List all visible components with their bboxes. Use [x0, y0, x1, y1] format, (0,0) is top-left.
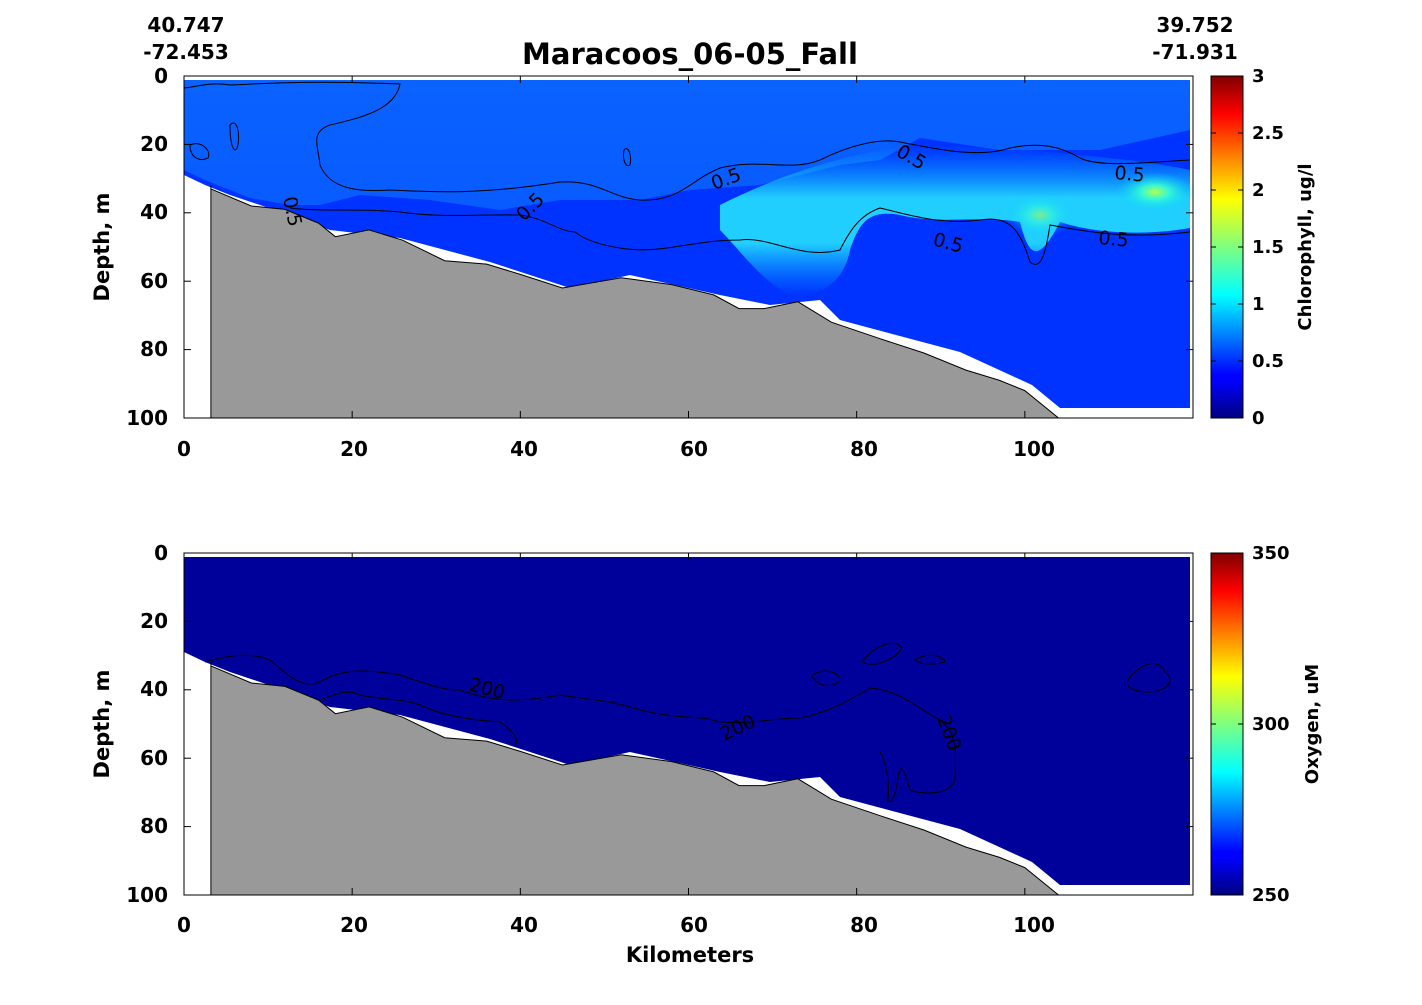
chlorophyll-maximum-core	[1115, 172, 1193, 212]
y-tick-label: 20	[140, 609, 168, 633]
y-tick-label: 60	[140, 269, 168, 293]
colorbar-tick-label: 0.5	[1252, 351, 1284, 372]
x-tick-label: 40	[510, 913, 538, 937]
y-tick-label: 40	[140, 200, 168, 224]
x-axis-title: Kilometers	[626, 943, 754, 967]
y-tick-label: 0	[154, 541, 168, 565]
x-tick-label: 20	[340, 437, 368, 461]
end-latitude: 39.752	[1156, 13, 1233, 37]
chlorophyll-colorbar-ticks	[1211, 132, 1243, 362]
chlorophyll-panel: 0.5 0.5 0.5 0.5 0.5 0.5 0.5 0 20 40 60 8…	[90, 64, 1316, 461]
y-tick-label: 80	[140, 337, 168, 361]
chlorophyll-contour-0.5-blob3	[189, 143, 210, 160]
colorbar-tick-label: 350	[1252, 543, 1290, 564]
chlorophyll-contour-label: 0.5	[1098, 227, 1130, 252]
start-longitude: -72.453	[143, 40, 228, 64]
oxygen-field	[184, 553, 1193, 895]
chlorophyll-contour-label: 0.5	[1114, 162, 1146, 187]
x-tick-label: 60	[680, 913, 708, 937]
oxygen-contour-200-blob4	[811, 670, 841, 686]
x-tick-label: 0	[177, 913, 191, 937]
oxygen-data-region	[184, 557, 1190, 885]
y-tick-label: 40	[140, 677, 168, 701]
chart-title: Maracoos_06-05_Fall	[522, 37, 858, 71]
y-axis-title: Depth, m	[90, 193, 114, 302]
x-tick-label: 100	[1013, 913, 1055, 937]
colorbar-tick-label: 3	[1252, 66, 1265, 87]
colorbar-tick-label: 300	[1252, 714, 1290, 735]
oxygen-contour-200-blob2	[914, 654, 946, 665]
chlorophyll-contour-0.5-lower	[289, 207, 1191, 265]
oxygen-colorbar	[1210, 552, 1244, 896]
y-tick-label: 100	[126, 883, 168, 907]
chlorophyll-seafloor	[210, 185, 1059, 418]
chlorophyll-field	[184, 76, 1193, 418]
colorbar-tick-label: 1.5	[1252, 237, 1284, 258]
colorbar-tick-label: 2.5	[1252, 123, 1284, 144]
oxygen-contour-200-blob3	[1126, 663, 1171, 693]
oxygen-contour-200-blob1	[861, 643, 903, 665]
x-tick-label: 80	[850, 437, 878, 461]
chlorophyll-contour-0.5-blob1	[229, 122, 239, 151]
y-tick-label: 20	[140, 132, 168, 156]
colorbar-tick-label: 2	[1252, 180, 1265, 201]
x-tick-label: 40	[510, 437, 538, 461]
chlorophyll-contour-0.5-upper	[184, 81, 1191, 201]
colorbar-title: Oxygen, uM	[1302, 664, 1323, 784]
chlorophyll-subsurface-band	[720, 145, 1190, 296]
y-tick-label: 60	[140, 746, 168, 770]
oxygen-seafloor	[210, 662, 1059, 895]
x-tick-label: 100	[1013, 437, 1055, 461]
colorbar-tick-label: 0	[1252, 408, 1265, 429]
chlorophyll-colorbar	[1210, 75, 1244, 419]
y-tick-label: 0	[154, 64, 168, 88]
oxygen-contour-200-inner	[319, 691, 517, 746]
x-tick-label: 80	[850, 913, 878, 937]
x-tick-label: 0	[177, 437, 191, 461]
chlorophyll-contour-0.5-blob2	[623, 148, 631, 167]
y-axis-title: Depth, m	[90, 670, 114, 779]
colorbar-tick-label: 1	[1252, 294, 1265, 315]
y-tick-label: 80	[140, 814, 168, 838]
x-tick-label: 20	[340, 913, 368, 937]
oxygen-panel: 200 200 200 0 20 40 60 80 100 0 20 40 60…	[90, 541, 1323, 967]
x-tick-label: 60	[680, 437, 708, 461]
end-longitude: -71.931	[1152, 40, 1237, 64]
oxygen-contour-200-main	[204, 654, 957, 803]
chlorophyll-ticks	[183, 75, 1193, 419]
colorbar-tick-label: 250	[1252, 885, 1290, 906]
oxygen-ticks	[183, 552, 1193, 896]
colorbar-title: Chlorophyll, ug/l	[1295, 163, 1316, 330]
chlorophyll-surface-layer	[184, 80, 1190, 210]
start-latitude: 40.747	[147, 13, 224, 37]
y-tick-label: 100	[126, 406, 168, 430]
